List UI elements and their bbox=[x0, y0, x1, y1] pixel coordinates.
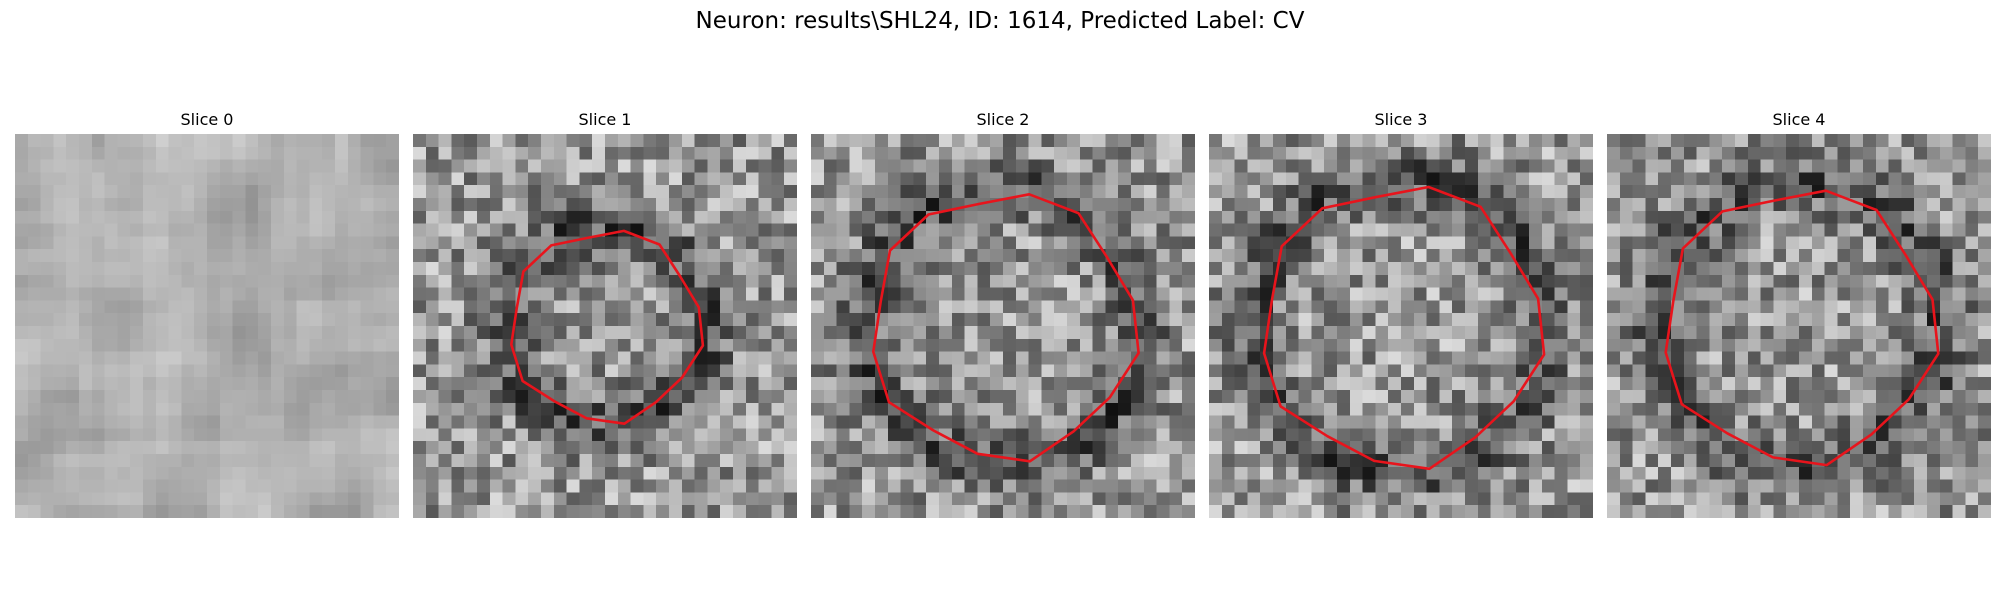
slice-contour-layer bbox=[1262, 185, 1546, 471]
slice-image-2 bbox=[811, 134, 1195, 518]
slice-panel-0: Slice 0 bbox=[15, 108, 399, 518]
slice-title: Slice 4 bbox=[1772, 110, 1826, 129]
slice-panel-3: Slice 3 bbox=[1209, 108, 1593, 518]
slice-contour-layer bbox=[510, 229, 705, 426]
slice-grayscale-image bbox=[811, 134, 1195, 518]
slice-contour-layer bbox=[15, 134, 399, 518]
slice-title: Slice 1 bbox=[578, 110, 632, 129]
figure-title: Neuron: results\SHL24, ID: 1614, Predict… bbox=[695, 8, 1305, 34]
slice-grayscale-image bbox=[15, 134, 399, 518]
slice-contour-layer bbox=[871, 192, 1140, 463]
slice-panel-2: Slice 2 bbox=[811, 108, 1195, 518]
predicted-contour bbox=[1262, 185, 1546, 471]
slice-grayscale-image bbox=[1209, 134, 1593, 518]
slice-title: Slice 0 bbox=[180, 110, 234, 129]
slice-contour-layer bbox=[1664, 189, 1940, 467]
slice-grayscale-image bbox=[1607, 134, 1991, 518]
slice-image-3 bbox=[1209, 134, 1593, 518]
slice-image-4 bbox=[1607, 134, 1991, 518]
predicted-contour bbox=[871, 192, 1140, 463]
slice-panel-1: Slice 1 bbox=[413, 108, 797, 518]
predicted-contour bbox=[1664, 189, 1940, 467]
predicted-contour bbox=[510, 229, 705, 426]
slice-title: Slice 3 bbox=[1374, 110, 1428, 129]
slice-image-0 bbox=[15, 134, 399, 518]
slice-grayscale-image bbox=[413, 134, 797, 518]
slice-title: Slice 2 bbox=[976, 110, 1030, 129]
slice-image-1 bbox=[413, 134, 797, 518]
slice-panel-4: Slice 4 bbox=[1607, 108, 1991, 518]
